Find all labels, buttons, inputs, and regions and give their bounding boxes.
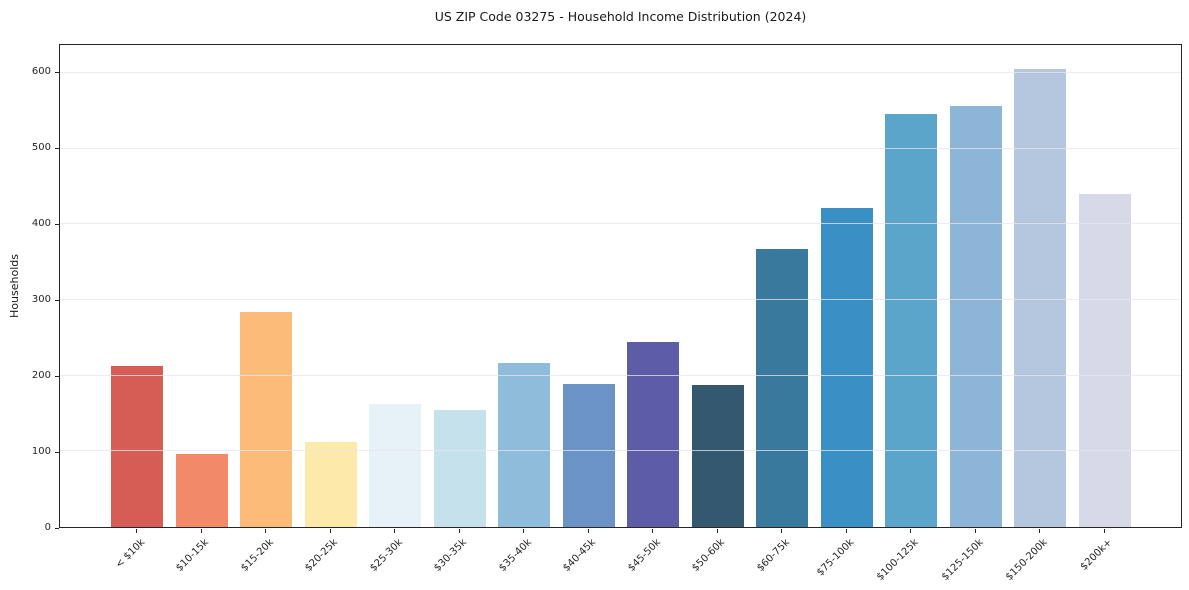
x-tick-label-text: $75-100k [814, 537, 857, 579]
bar-$125-150k [949, 105, 1002, 527]
x-tick-label-text: $100-125k [874, 537, 921, 583]
bar-$30-35k [433, 409, 486, 527]
y-tick-500 [55, 148, 59, 150]
bar-$35-40k [498, 362, 550, 527]
x-tick-label-text: $125-150k [939, 537, 986, 583]
x-tick-10 [781, 529, 782, 533]
bar-$45-50k [627, 341, 679, 527]
y-tick-600 [55, 72, 59, 74]
x-tick-5 [458, 529, 460, 533]
bar-$50-60k [691, 384, 744, 527]
bar-$100-125k [885, 113, 937, 527]
x-tick-4 [394, 529, 395, 533]
gridline-200 [60, 374, 1181, 376]
x-tick-6 [523, 529, 524, 533]
x-tick-7 [587, 529, 589, 533]
y-tick-label-100: 100 [31, 446, 51, 458]
bar-$15-20k [240, 312, 292, 527]
x-tick-0 [136, 529, 137, 533]
x-tick-15 [1103, 529, 1105, 533]
gridline-100 [60, 450, 1181, 452]
gridline-500 [60, 147, 1181, 149]
gridline-400 [60, 223, 1181, 225]
x-tick-label-text: $30-35k [432, 537, 470, 574]
bar-$60-75k [756, 249, 808, 527]
bar-$75-100k [820, 208, 873, 527]
y-tick-label-400: 400 [31, 218, 51, 230]
y-axis-label: Households [8, 254, 21, 318]
x-tick-label-text: $60-75k [754, 537, 792, 574]
y-tick-0 [55, 528, 59, 529]
x-tick-8 [652, 529, 653, 533]
x-tick-3 [329, 529, 331, 533]
x-tick-12 [910, 529, 911, 533]
x-tick-13 [974, 529, 976, 533]
x-tick-label-text: $40-45k [561, 537, 599, 574]
y-tick-label-200: 200 [31, 370, 51, 382]
gridline-300 [60, 299, 1181, 300]
y-tick-200 [55, 376, 59, 378]
y-tick-label-0: 0 [44, 522, 51, 533]
bar-$25-30k [369, 403, 421, 527]
x-tick-11 [845, 529, 847, 533]
x-tick-label-text: $50-60k [690, 537, 728, 574]
x-tick-label-text: $150-200k [1003, 537, 1050, 583]
bar-< $10k [111, 365, 163, 527]
bar-$200k+ [1078, 194, 1131, 527]
x-tick-label-text: $200k+ [1078, 537, 1115, 573]
y-tick-label-500: 500 [31, 142, 51, 154]
plot-area [59, 44, 1182, 528]
x-tick-label-text: $45-50k [625, 537, 663, 574]
x-tick-9 [716, 529, 718, 533]
x-tick-label-text: $20-25k [303, 537, 341, 574]
y-tick-label-300: 300 [31, 294, 51, 306]
x-tick-14 [1039, 529, 1040, 533]
y-tick-300 [55, 300, 59, 302]
x-tick-label-text: $15-20k [238, 537, 276, 574]
chart-title: US ZIP Code 03275 - Household Income Dis… [434, 9, 807, 24]
x-tick-label-text: $10-15k [174, 537, 212, 574]
bar-$20-25k [304, 442, 357, 527]
bar-$40-45k [562, 384, 615, 527]
x-tick-2 [265, 529, 266, 533]
x-tick-label-text: $35-40k [496, 537, 534, 574]
bar-$10-15k [175, 454, 228, 527]
x-tick-label-text: < $10k [113, 537, 147, 571]
y-tick-100 [55, 452, 59, 454]
gridline-600 [60, 72, 1181, 73]
x-tick-label-text: $25-30k [367, 537, 405, 574]
x-tick-1 [200, 529, 202, 533]
y-tick-label-600: 600 [31, 66, 51, 78]
y-tick-400 [55, 224, 59, 226]
